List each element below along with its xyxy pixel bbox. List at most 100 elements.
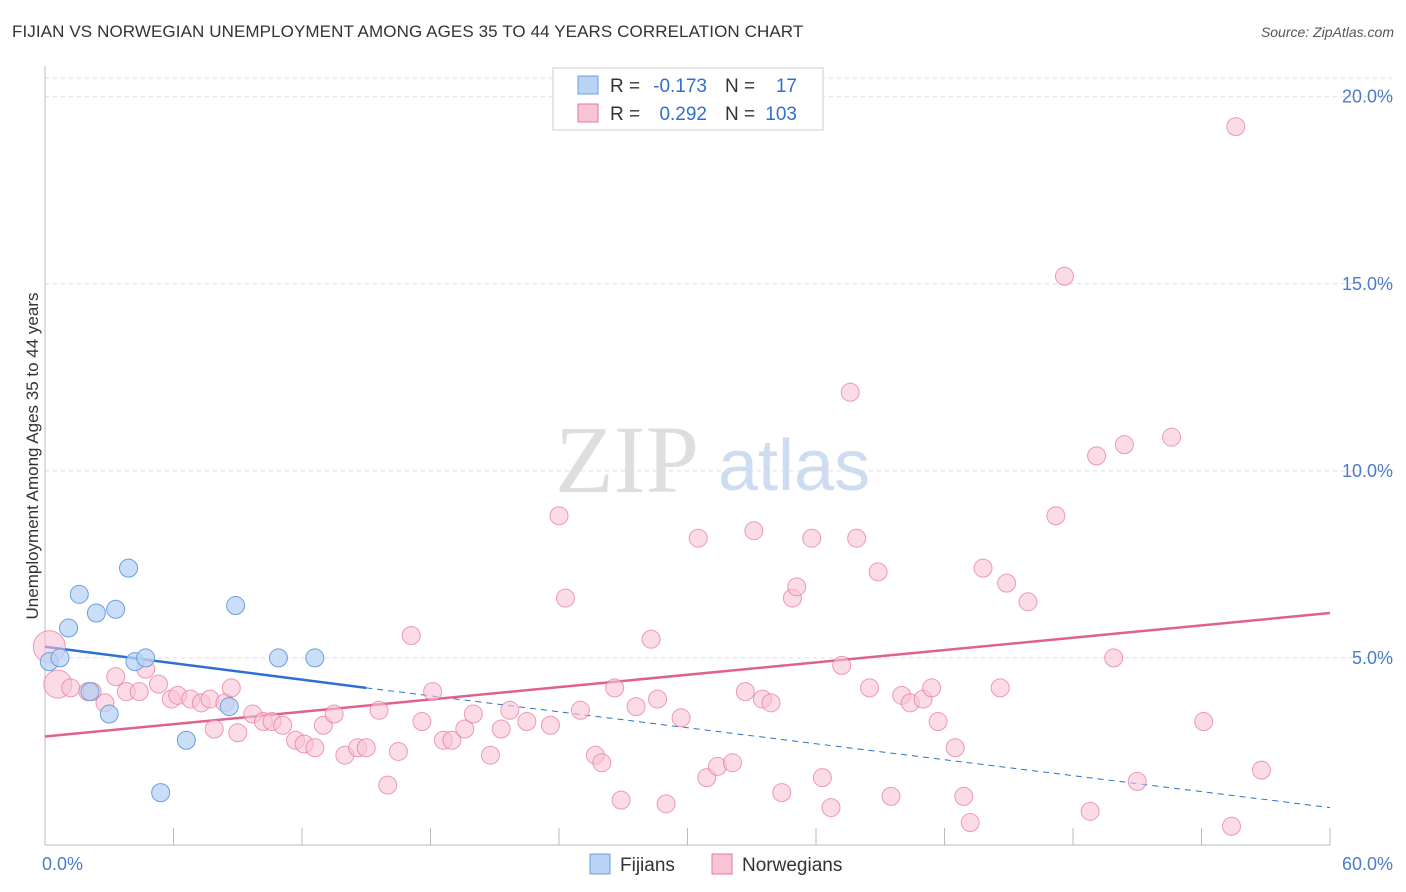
norwegians-point <box>922 678 942 698</box>
chart-title: FIJIAN VS NORWEGIAN UNEMPLOYMENT AMONG A… <box>12 22 804 41</box>
norwegians-point <box>491 719 511 739</box>
legend-r-label-fijians: R = <box>610 76 640 97</box>
norwegians-point <box>722 753 742 773</box>
legend-n-value-norwegians: 103 <box>765 104 797 125</box>
fijians-point <box>99 704 119 724</box>
norwegians-point <box>611 790 631 810</box>
norwegians-point <box>480 745 500 765</box>
fijians-point <box>226 596 246 616</box>
norwegians-point <box>605 678 625 698</box>
legend-n-label-norwegians: N = <box>725 104 755 125</box>
x-tick-label-min: 0.0% <box>42 854 83 874</box>
fijians-point <box>69 584 89 604</box>
norwegians-point <box>973 558 993 578</box>
bottom-legend-swatch-fijians <box>589 853 611 875</box>
norwegians-point <box>671 708 691 728</box>
norwegians-point <box>812 768 832 788</box>
source-label: Source: ZipAtlas.com <box>1260 24 1394 40</box>
norwegians-point <box>626 697 646 717</box>
bottom-legend: Fijians Norwegians <box>589 853 842 876</box>
fijians-point <box>119 558 139 578</box>
bottom-legend-norwegians: Norwegians <box>742 855 842 876</box>
legend-swatch-fijians <box>577 75 599 95</box>
norwegians-point <box>1087 446 1107 466</box>
watermark-zip: ZIP <box>555 406 699 513</box>
fijians-point <box>305 648 325 668</box>
norwegians-point <box>369 700 389 720</box>
fijians-point <box>219 697 239 717</box>
norwegians-point <box>540 715 560 735</box>
norwegians-point <box>1162 427 1182 447</box>
norwegians-point <box>641 629 661 649</box>
norwegians-point <box>1226 117 1246 137</box>
norwegians-point <box>960 813 980 833</box>
legend-n-value-fijians: 17 <box>776 76 797 97</box>
norwegians-point <box>860 678 880 698</box>
norwegians-point <box>106 667 126 687</box>
norwegians-point <box>204 719 224 739</box>
y-tick-label: 10.0% <box>1342 461 1393 481</box>
norwegians-point <box>821 798 841 818</box>
norwegians-point <box>555 588 575 608</box>
fijians-point <box>50 648 70 668</box>
axes <box>44 66 1331 846</box>
norwegians-point <box>928 712 948 732</box>
norwegians-point <box>463 704 483 724</box>
legend-swatch-norwegians <box>577 103 599 123</box>
norwegians-point <box>500 700 520 720</box>
norwegians-point <box>1046 506 1066 526</box>
norwegians-point <box>1054 266 1074 286</box>
norwegians-point <box>401 625 421 645</box>
legend-r-value-norwegians: 0.292 <box>659 104 707 125</box>
norwegians-point <box>61 678 81 698</box>
norwegians-point <box>648 689 668 709</box>
norwegians-point <box>945 738 965 758</box>
norwegians-point <box>273 715 293 735</box>
norwegians-point <box>1127 771 1147 791</box>
fijians-points <box>39 558 325 803</box>
norwegians-point <box>744 521 764 541</box>
norwegians-point <box>1104 648 1124 668</box>
fijians-point <box>86 603 106 623</box>
norwegians-point <box>517 712 537 732</box>
fijians-point <box>268 648 288 668</box>
norwegians-point <box>1080 801 1100 821</box>
norwegians-point <box>423 682 443 702</box>
y-tick-label: 20.0% <box>1342 87 1393 107</box>
legend-n-label-fijians: N = <box>725 76 755 97</box>
norwegians-point <box>305 738 325 758</box>
norwegians-point <box>324 704 344 724</box>
fijians-point <box>136 648 156 668</box>
legend-r-value-fijians: -0.173 <box>653 76 707 97</box>
norwegians-point <box>847 528 867 548</box>
x-tick-label-max: 60.0% <box>1342 854 1393 874</box>
tick-labels: 5.0% 10.0% 15.0% 20.0% 0.0% 60.0% <box>42 87 1393 874</box>
y-tick-label: 5.0% <box>1352 648 1393 668</box>
norwegians-point <box>356 738 376 758</box>
norwegians-point <box>656 794 676 814</box>
norwegians-point <box>455 719 475 739</box>
norwegians-point <box>735 682 755 702</box>
gridlines <box>45 77 1392 659</box>
norwegians-point <box>412 712 432 732</box>
norwegians-point <box>388 741 408 761</box>
legend: R = -0.173 N = 17 R = 0.292 N = 103 <box>552 67 824 131</box>
trend-line-fijians <box>44 645 367 690</box>
trend-line-fijians-extrapolated <box>366 687 1331 809</box>
norwegians-point <box>1018 592 1038 612</box>
norwegians-point <box>832 655 852 675</box>
norwegians-point <box>688 528 708 548</box>
norwegians-point <box>1114 435 1134 455</box>
norwegians-point <box>149 674 169 694</box>
norwegians-point <box>761 693 781 713</box>
norwegians-point <box>868 562 888 582</box>
norwegians-point <box>1221 816 1241 836</box>
norwegians-point <box>1251 760 1271 780</box>
bottom-legend-swatch-norwegians <box>711 853 733 875</box>
norwegians-point <box>228 723 248 743</box>
fijians-point <box>80 682 100 702</box>
fijians-point <box>106 599 126 619</box>
y-tick-label: 15.0% <box>1342 274 1393 294</box>
norwegians-point <box>997 573 1017 593</box>
